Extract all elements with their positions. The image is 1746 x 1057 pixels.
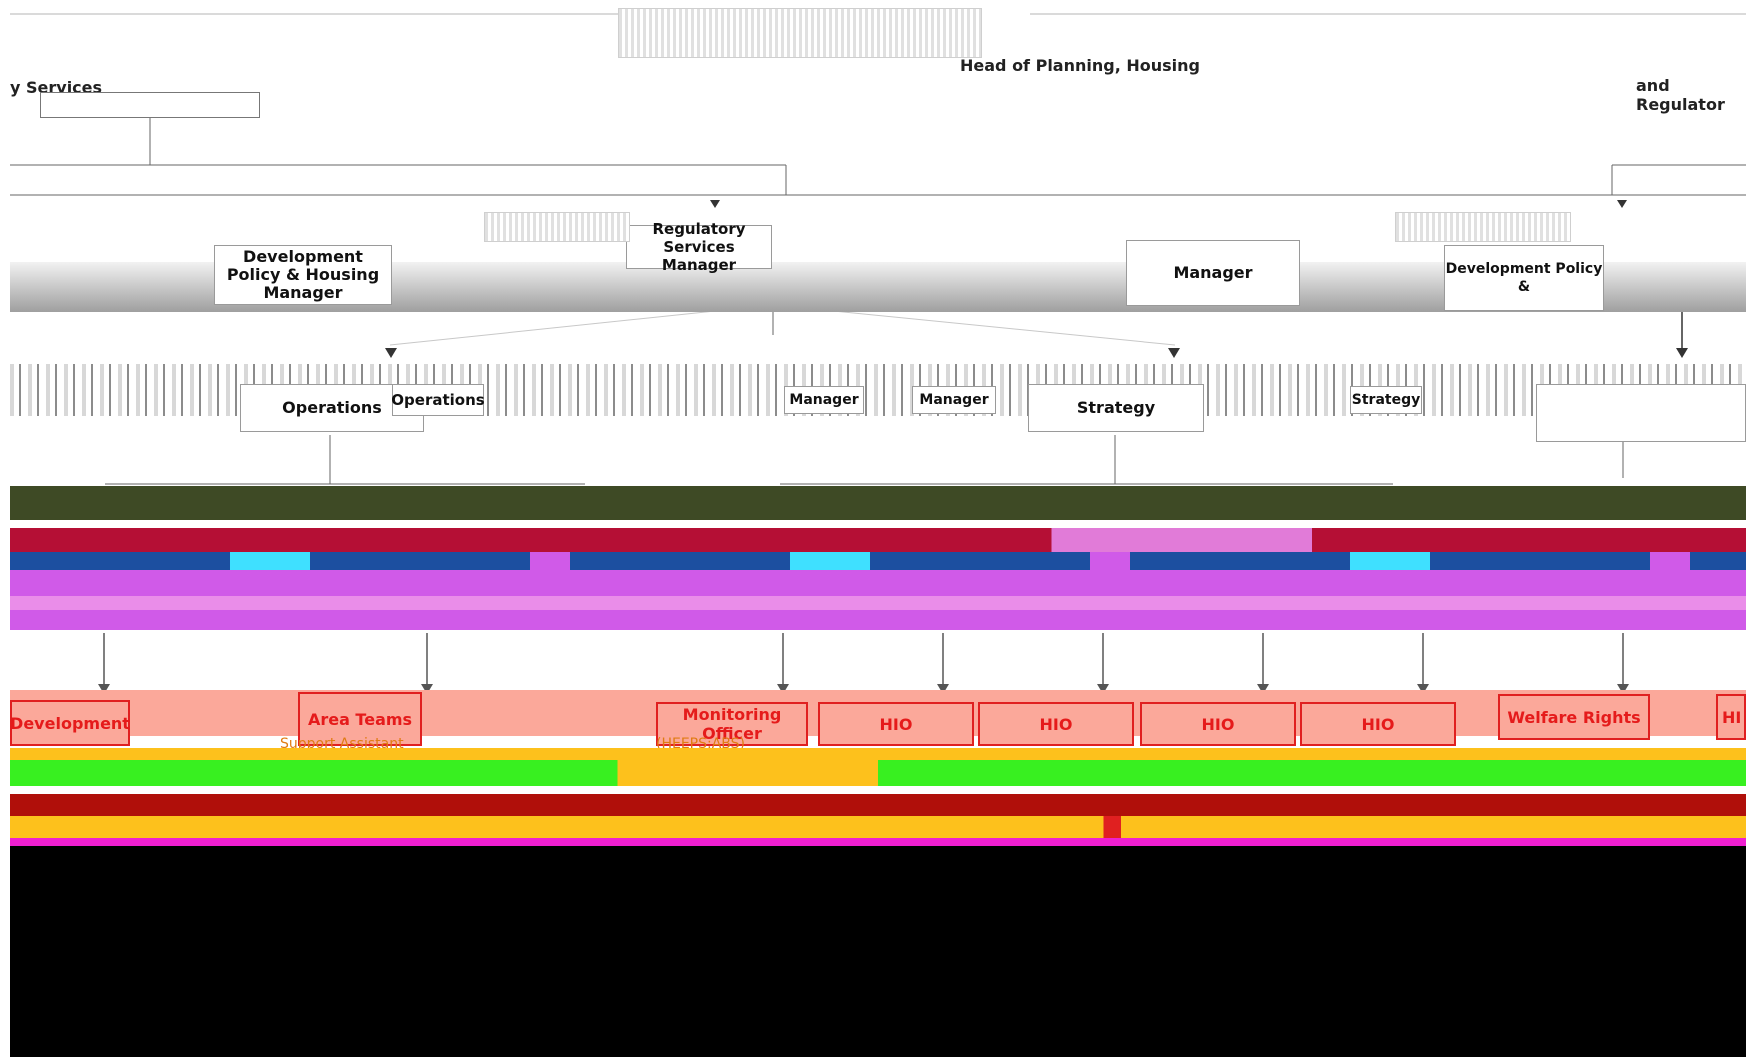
welfare-rights-label: Welfare Rights	[1507, 707, 1641, 727]
pink-band	[10, 596, 1746, 610]
development-box: Development	[10, 700, 130, 746]
strategy-b-label: Strategy	[1351, 392, 1421, 408]
hi-fragment-label: HI	[1722, 707, 1742, 727]
manager-box-b: Manager	[912, 386, 996, 414]
hi-fragment-box: HI	[1716, 694, 1746, 740]
black-bottom-block	[10, 846, 1746, 1057]
crimson-stripe	[10, 528, 1746, 552]
manager-b-label: Manager	[919, 392, 989, 408]
header-glitch-box	[618, 8, 982, 58]
dark-red-band	[10, 794, 1746, 816]
area-teams-label: Area Teams	[307, 709, 413, 729]
right-level3-box	[1536, 384, 1746, 442]
cyan-blue-stripe	[10, 552, 1746, 570]
operations-box-b: Operations	[391, 384, 485, 416]
strategy-box-b: Strategy	[1350, 386, 1422, 414]
head-of-planning-title: Head of Planning, Housing	[960, 56, 1200, 75]
dev-policy-fragment-label: Development Policy &	[1445, 261, 1603, 295]
right-regulator-fragment: and Regulator	[1636, 76, 1725, 114]
hio-label-1: HIO	[879, 714, 913, 734]
hio-label-3: HIO	[1201, 714, 1235, 734]
strategy-group-box: Strategy	[1028, 384, 1204, 432]
green-band	[10, 760, 1746, 786]
regulatory-services-manager-box: Regulatory Services Manager	[626, 220, 772, 274]
dev-policy-housing-manager-box: Development Policy & Housing Manager	[214, 245, 392, 305]
hio-box-4: HIO	[1300, 702, 1456, 746]
monitoring-officer-box: Monitoring Officer	[656, 702, 808, 746]
hio-label-2: HIO	[1039, 714, 1073, 734]
development-label: Development	[10, 713, 130, 733]
glitch-box-b	[1395, 212, 1571, 242]
glitch-box-a	[484, 212, 630, 242]
manager-fragment-box: Manager	[1126, 240, 1300, 306]
hio-box-3: HIO	[1140, 702, 1296, 746]
dev-policy-fragment-box: Development Policy &	[1444, 245, 1604, 311]
gold-band-bottom	[10, 816, 1746, 838]
hio-box-1: HIO	[818, 702, 974, 746]
manager-a-label: Manager	[789, 392, 859, 408]
operations-b-label: Operations	[391, 391, 485, 409]
hio-label-4: HIO	[1361, 714, 1395, 734]
manager-fragment-label: Manager	[1173, 263, 1253, 282]
welfare-rights-box: Welfare Rights	[1498, 694, 1650, 740]
manager-box-a: Manager	[784, 386, 864, 414]
operations-a-label: Operations	[282, 398, 382, 417]
magenta-thin-band	[10, 838, 1746, 846]
gold-band-top	[10, 748, 1746, 760]
area-teams-box: Area Teams	[298, 692, 422, 746]
monitoring-officer-label: Monitoring Officer	[682, 705, 782, 743]
olive-band	[10, 486, 1746, 520]
dev-policy-housing-manager-label: Development Policy & Housing Manager	[226, 247, 380, 302]
regulatory-services-manager-label: Regulatory Services Manager	[652, 220, 746, 274]
hio-box-2: HIO	[978, 702, 1134, 746]
strategy-a-label: Strategy	[1076, 398, 1156, 417]
top-left-box	[40, 92, 260, 118]
